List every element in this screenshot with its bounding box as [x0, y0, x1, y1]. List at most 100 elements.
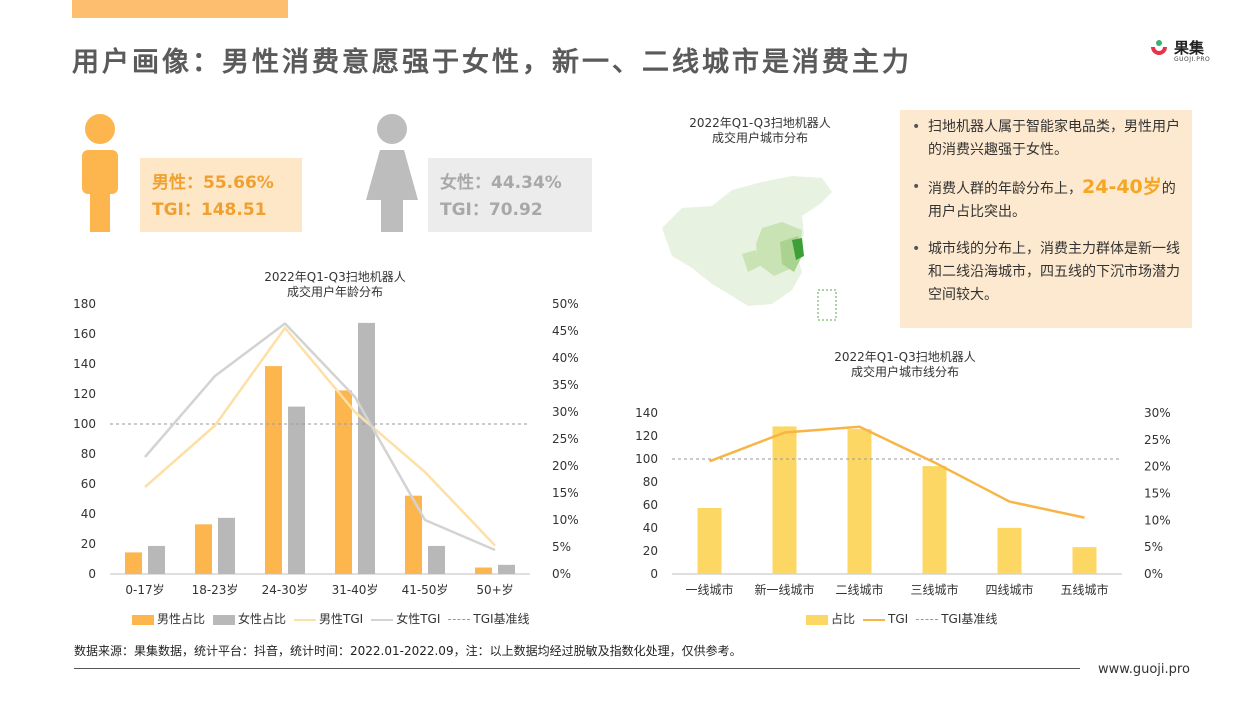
footer-divider [74, 668, 1080, 669]
x-tick-label: 31-40岁 [332, 582, 379, 597]
legend-label: 男性TGI [319, 612, 364, 626]
x-tick-label: 二线城市 [835, 582, 883, 597]
y-right-tick-label: 45% [552, 324, 579, 338]
legend-item: 男性TGI [294, 610, 363, 627]
legend-swatch [916, 619, 939, 620]
male-person-icon [82, 114, 118, 232]
china-map [662, 176, 837, 321]
y-left-tick-label: 20 [643, 544, 658, 558]
bar-男性占比 [265, 366, 282, 574]
female-stats-panel: 女性：44.34% TGI：70.92 [428, 158, 592, 232]
y-right-tick-label: 0% [552, 567, 571, 581]
y-right-tick-label: 10% [552, 513, 579, 527]
insights-panel: 扫地机器人属于智能家电品类，男性用户的消费兴趣强于女性。 消费人群的年龄分布上，… [900, 110, 1192, 328]
insight-text-3: 城市线的分布上，消费主力群体是新一线和二线沿海城市，四五线的下沉市场潜力空间较大… [928, 241, 1180, 303]
male-tgi-label: TGI：148.51 [152, 200, 267, 220]
legend-swatch [213, 614, 236, 625]
bar-女性占比 [148, 545, 165, 574]
data-source-note: 数据来源：果集数据，统计平台：抖音，统计时间：2022.01-2022.09，注… [74, 644, 742, 658]
y-left-tick-label: 140 [635, 406, 658, 420]
city-chart-title: 2022年Q1-Q3扫地机器人 成交用户城市线分布 [790, 350, 1020, 380]
city-chart-legend: 占比 TGI TGI基准线 [806, 610, 1005, 627]
legend-label: 女性TGI [396, 612, 441, 626]
insight-item: 消费人群的年龄分布上，24-40岁的用户占比突出。 [910, 176, 1182, 224]
y-right-tick-label: 50% [552, 297, 579, 311]
bar-女性占比 [498, 564, 515, 574]
bar-男性占比 [195, 524, 212, 574]
y-left-tick-label: 180 [73, 297, 96, 311]
bar-占比 [847, 429, 872, 574]
y-right-tick-label: 40% [552, 351, 579, 365]
legend-swatch [806, 614, 828, 625]
y-right-tick-label: 20% [1144, 460, 1171, 474]
female-tgi-label: TGI：70.92 [440, 200, 543, 220]
bar-女性占比 [218, 517, 235, 574]
legend-swatch [294, 618, 317, 621]
y-right-tick-label: 0% [1144, 567, 1163, 581]
map-title-line1: 2022年Q1-Q3扫地机器人 [689, 116, 831, 130]
y-left-tick-label: 40 [643, 521, 658, 535]
legend-item: 女性占比 [213, 610, 286, 627]
x-tick-label: 五线城市 [1060, 582, 1108, 597]
bar-占比 [772, 426, 797, 574]
y-right-tick-label: 25% [552, 432, 579, 446]
y-right-tick-label: 5% [1144, 540, 1163, 554]
bar-占比 [1072, 547, 1097, 574]
map-title-line2: 成交用户城市分布 [711, 131, 808, 145]
y-left-tick-label: 60 [81, 477, 96, 491]
page-title: 用户画像：男性消费意愿强于女性，新一、二线城市是消费主力 [72, 47, 912, 78]
age-chart-title-line1: 2022年Q1-Q3扫地机器人 [264, 270, 406, 284]
age-chart-title: 2022年Q1-Q3扫地机器人 成交用户年龄分布 [220, 270, 450, 300]
line-男性TGI [144, 326, 496, 547]
x-tick-label: 一线城市 [685, 582, 733, 597]
legend-label: 占比 [831, 612, 856, 626]
y-left-tick-label: 120 [635, 429, 658, 443]
legend-label: 男性占比 [157, 612, 206, 626]
bar-占比 [697, 507, 722, 574]
x-tick-label: 0-17岁 [125, 582, 164, 597]
age-distribution-chart: 0 20 40 60 80 100 120 140 160 180 0% 5% 10% 15% 20% 25%… [73, 297, 579, 597]
y-right-tick-label: 30% [1144, 406, 1171, 420]
legend-item: 男性占比 [132, 610, 205, 627]
insight-text-2b: 的用户占比突出。 [928, 181, 1176, 220]
y-right-tick-label: 15% [1144, 487, 1171, 501]
x-tick-label: 50+岁 [476, 582, 513, 597]
city-chart-title-line2: 成交用户城市线分布 [850, 365, 959, 379]
insight-text-1: 扫地机器人属于智能家电品类，男性用户的消费兴趣强于女性。 [928, 119, 1180, 158]
y-left-tick-label: 160 [73, 327, 96, 341]
y-right-tick-label: 10% [1144, 513, 1171, 527]
y-left-tick-label: 80 [81, 447, 96, 461]
y-left-tick-label: 140 [73, 357, 96, 371]
insight-item: 扫地机器人属于智能家电品类，男性用户的消费兴趣强于女性。 [910, 116, 1182, 162]
map-title: 2022年Q1-Q3扫地机器人 成交用户城市分布 [660, 116, 860, 146]
y-left-tick-label: 100 [73, 417, 96, 431]
bar-男性占比 [335, 390, 352, 574]
legend-item: TGI基准线 [916, 610, 997, 627]
legend-item: 女性TGI [371, 610, 440, 627]
legend-swatch [132, 614, 154, 625]
bar-女性占比 [428, 545, 445, 574]
x-tick-label: 四线城市 [985, 582, 1033, 597]
male-share-label: 男性：55.66% [152, 173, 274, 193]
y-left-tick-label: 120 [73, 387, 96, 401]
y-left-tick-label: 0 [88, 567, 96, 581]
bar-男性占比 [475, 567, 492, 574]
legend-label: 女性占比 [238, 612, 287, 626]
y-right-tick-label: 25% [1144, 433, 1171, 447]
legend-item: 占比 [806, 610, 855, 627]
website-link[interactable]: www.guoji.pro [1098, 662, 1190, 677]
insight-text-2a: 消费人群的年龄分布上， [928, 181, 1082, 197]
x-tick-label: 三线城市 [910, 582, 958, 597]
city-chart-title-line1: 2022年Q1-Q3扫地机器人 [834, 350, 976, 364]
x-tick-label: 新一线城市 [754, 582, 814, 597]
bar-男性占比 [125, 552, 142, 574]
line-女性TGI [144, 322, 496, 552]
male-stats-panel: 男性：55.66% TGI：148.51 [140, 158, 302, 232]
y-left-tick-label: 0 [650, 567, 658, 581]
bar-占比 [997, 527, 1022, 574]
female-person-icon [366, 114, 418, 232]
bar-女性占比 [288, 406, 305, 574]
y-right-tick-label: 20% [552, 459, 579, 473]
y-right-tick-label: 15% [552, 486, 579, 500]
legend-item: TGI [863, 612, 908, 626]
